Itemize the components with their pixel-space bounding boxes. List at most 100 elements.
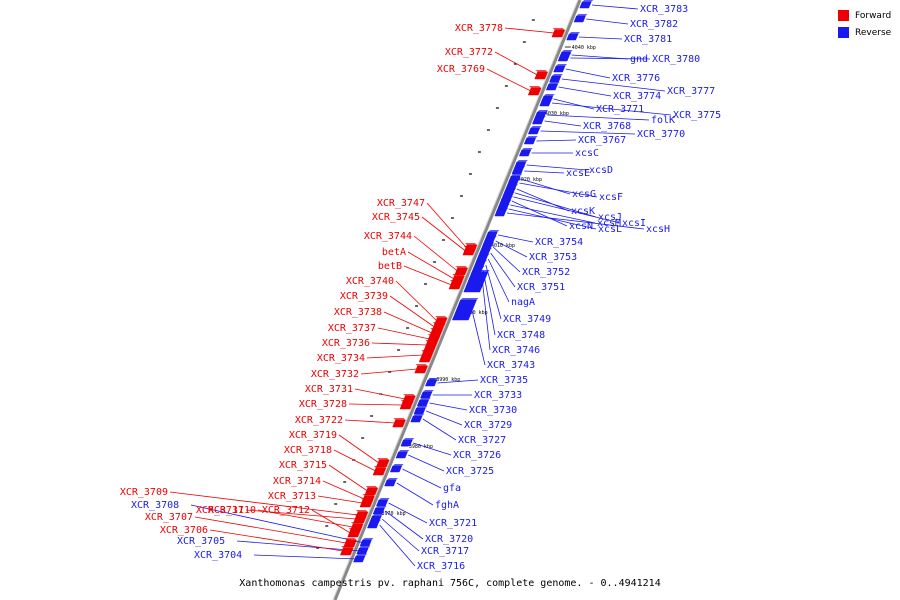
gene-label-xcr-3720: XCR_3720: [425, 534, 473, 545]
gene-leader-line: [317, 495, 363, 504]
gene-leader-line: [591, 4, 639, 10]
gene-xcsi-face: [503, 192, 515, 194]
gene-label-xcr-3713: XCR_3713: [268, 491, 316, 502]
forward-swatch: [838, 10, 849, 21]
gene-label-xcr-3746: XCR_3746: [492, 345, 540, 356]
gene-label-xcr-3717: XCR_3717: [421, 546, 469, 557]
gene-label-xcr-3711: XCR_3711: [196, 505, 244, 516]
gene-leader-line: [194, 516, 347, 544]
gene-xcr-3751-face: [480, 248, 492, 250]
gene-label-xcr-3740: XCR_3740: [346, 276, 394, 287]
gene-fgha: [384, 479, 397, 487]
legend-forward-label: Forward: [855, 10, 892, 21]
gene-xcr-3774-face: [548, 82, 560, 84]
gene-xcr-3708-face: [362, 538, 374, 540]
gene-xcr-3781: [566, 33, 579, 41]
scale-tick-label: 4020 kbp: [518, 177, 542, 183]
gene-leader-line: [322, 480, 365, 500]
gene-xcr-3721-face: [378, 498, 390, 500]
gene-label-xcr-3725: XCR_3725: [446, 466, 494, 477]
gene-label-xcr-3738: XCR_3738: [334, 307, 382, 318]
gene-leader-line: [421, 216, 466, 252]
gene-xcr-3769-face: [529, 86, 542, 88]
backbone-shadow: [332, 0, 579, 600]
gene-xcr-3725: [395, 451, 408, 459]
legend-reverse-label: Reverse: [855, 27, 892, 38]
gene-label-xcse: xcsE: [566, 168, 590, 179]
gene-leader-line: [338, 434, 380, 464]
gene-label-xcr-3709: XCR_3709: [120, 487, 168, 498]
gene-xcr-3767: [523, 137, 537, 145]
gene-leader-line: [333, 449, 376, 472]
gene-leader-line: [551, 102, 672, 116]
gene-xcr-3734-face: [421, 350, 434, 352]
gene-xcr-3780-face: [560, 53, 572, 55]
gene-label-xcr-3778: XCR_3778: [455, 23, 503, 34]
gene-xcr-3743-face: [460, 298, 479, 300]
gene-gfa: [389, 465, 403, 473]
gene-xcsh-face: [497, 208, 509, 210]
gene-xcr-3776: [553, 65, 566, 73]
gene-label-xcr-3731: XCR_3731: [305, 384, 353, 395]
gene-leader-line: [328, 464, 368, 492]
gene-xcr-3705-face: [359, 546, 371, 548]
gene-xcr-3727: [410, 415, 423, 423]
gene-leader-line: [381, 518, 420, 552]
gene-xcsd-face: [516, 160, 528, 162]
gene-leader-line: [485, 264, 502, 320]
gene-xcr-3729: [413, 407, 426, 415]
gene-xcr-3722-face: [393, 418, 406, 420]
gene-xcr-3716-face: [369, 520, 381, 522]
gene-leader-line: [348, 403, 403, 406]
gene-label-xcsk: xcsK: [571, 206, 595, 217]
gene-leader-line: [494, 51, 538, 76]
gene-leader-line: [508, 208, 597, 230]
gene-leader-line: [570, 57, 651, 60]
gene-leader-line: [516, 188, 570, 212]
gene-xcr-3777-face: [551, 74, 563, 76]
gene-leader-line: [396, 482, 434, 506]
gene-leader-line: [524, 170, 565, 174]
gene-leader-line: [520, 178, 571, 195]
gene-label-xcr-3782: XCR_3782: [630, 19, 678, 30]
gene-leader-line: [388, 502, 428, 524]
gene-xcsh: [494, 209, 507, 217]
gene-leader-line: [379, 524, 416, 567]
gene-xcr-3771-face: [543, 94, 555, 96]
gene-xcr-3706-face: [341, 546, 354, 548]
gene-label-xcr-3744: XCR_3744: [364, 231, 412, 242]
gene-leader-line: [422, 418, 457, 441]
gene-leader-line: [389, 295, 435, 328]
gene-leader-line: [402, 468, 442, 489]
gene-xcr-3780: [557, 54, 570, 62]
gene-leader-line: [506, 212, 645, 230]
gene-xcr-3746-face: [471, 270, 490, 272]
gene-leader-line: [371, 342, 428, 346]
gene-label-xcr-3739: XCR_3739: [340, 291, 388, 302]
gene-fgha-face: [387, 478, 398, 480]
gene-label-xcr-3708: XCR_3708: [131, 500, 179, 511]
gene-xcr-3752-face: [483, 242, 495, 244]
gene-label-xcr-3777: XCR_3777: [667, 86, 715, 97]
gene-leader-line: [486, 68, 532, 92]
gene-label-xcr-3734: XCR_3734: [317, 353, 365, 364]
gene-xcr-3721: [376, 499, 389, 507]
gene-leader-line: [190, 504, 365, 544]
gene-leader-line: [395, 280, 438, 322]
gene-leader-line: [561, 78, 666, 92]
gene-label-betb: betB: [378, 261, 402, 272]
gene-xcsk-face: [507, 184, 519, 186]
gene-xcr-3716: [367, 521, 380, 529]
gene-xcsj-face: [505, 188, 517, 190]
gene-xcr-3768: [531, 117, 545, 125]
gene-leader-line: [553, 98, 595, 110]
gene-xcr-3713-face: [360, 498, 373, 500]
gene-label-xcr-3719: XCR_3719: [289, 430, 337, 441]
gene-leader-line: [253, 554, 358, 560]
gene-xcr-3736-face: [425, 340, 438, 342]
gene-xcr-3753-face: [485, 236, 497, 238]
gene-label-xcr-3743: XCR_3743: [487, 360, 535, 371]
gene-leader-line: [513, 196, 621, 224]
gene-leader-line: [497, 234, 534, 243]
